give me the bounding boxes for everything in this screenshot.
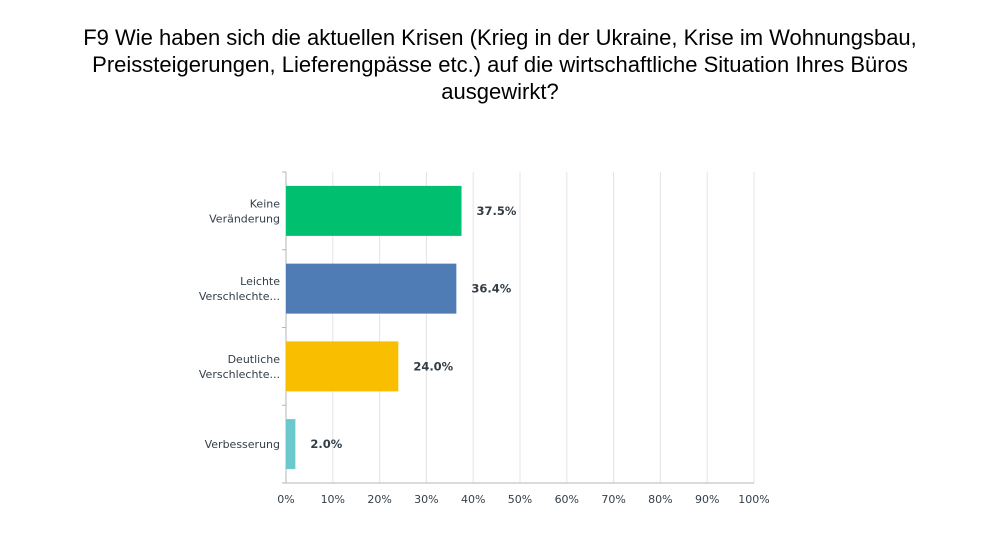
x-tick-label: 20% (367, 493, 391, 506)
bar (286, 341, 399, 392)
bar (286, 185, 462, 236)
x-tick-label: 40% (461, 493, 485, 506)
data-label: 2.0% (310, 437, 342, 451)
category-label: Verschlechte... (199, 290, 280, 303)
chart-title: F9 Wie haben sich die aktuellen Krisen (… (83, 25, 917, 104)
x-tick-label: 50% (508, 493, 532, 506)
x-tick-label: 30% (414, 493, 438, 506)
x-tick-label: 60% (555, 493, 579, 506)
x-tick-label: 80% (648, 493, 672, 506)
x-tick-label: 0% (277, 493, 294, 506)
category-label: Verschlechte... (199, 368, 280, 381)
x-tick-label: 70% (601, 493, 625, 506)
category-label: Veränderung (209, 212, 280, 225)
bar (286, 263, 457, 314)
x-tick-label: 100% (738, 493, 769, 506)
category-label: Verbesserung (205, 438, 280, 451)
category-label: Keine (250, 197, 280, 210)
data-label: 37.5% (477, 204, 517, 218)
x-tick-label: 90% (695, 493, 719, 506)
bar (286, 419, 296, 470)
category-label: Leichte (240, 275, 280, 288)
data-label: 24.0% (413, 359, 453, 373)
x-tick-label: 10% (321, 493, 345, 506)
data-label: 36.4% (471, 282, 511, 296)
category-label: Deutliche (228, 353, 281, 366)
